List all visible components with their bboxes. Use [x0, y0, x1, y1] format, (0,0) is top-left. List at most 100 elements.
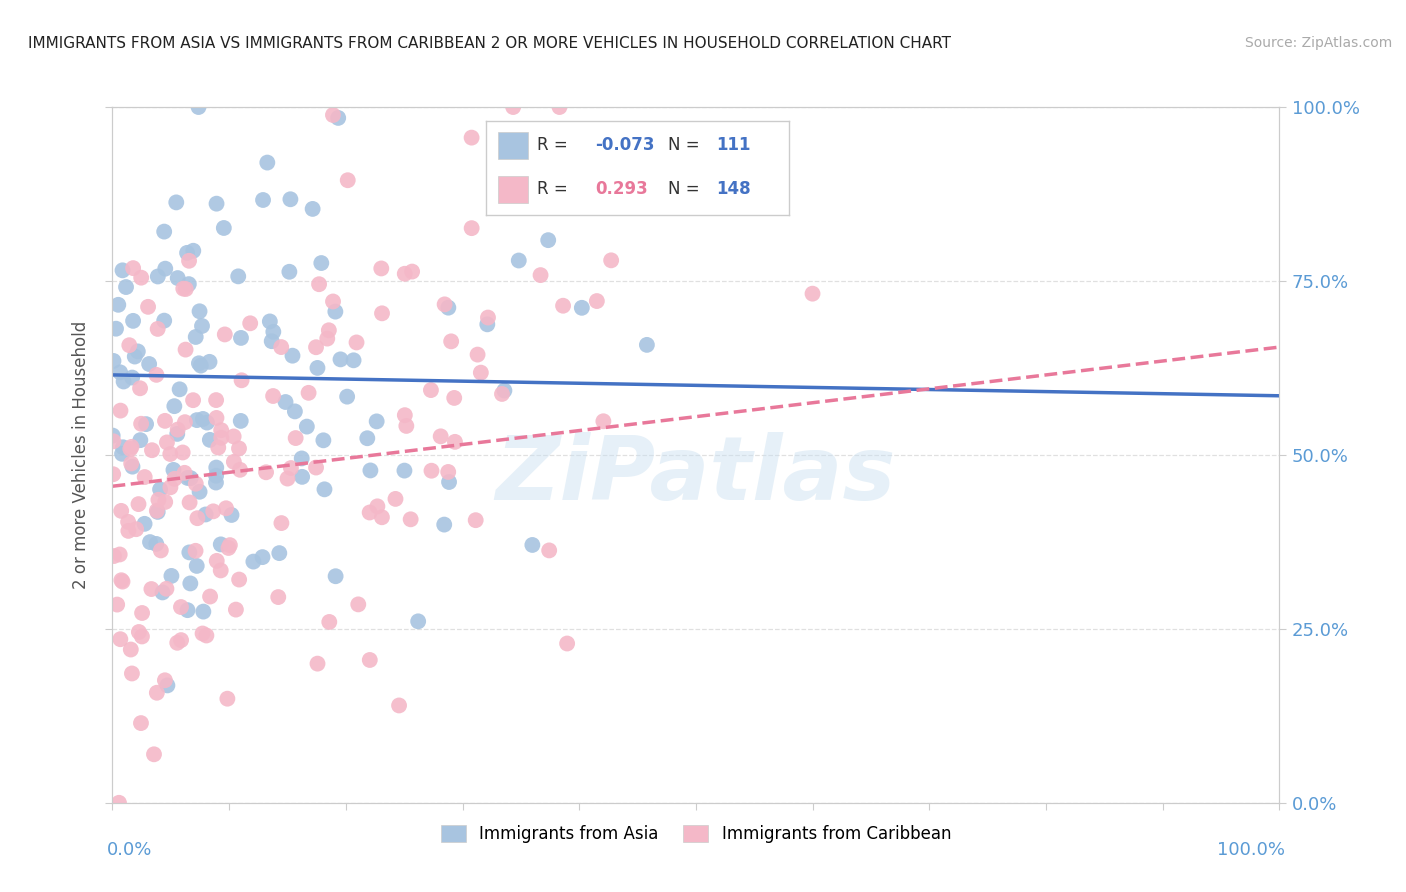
Point	[305, 460, 328, 475]
Point	[477, 318, 499, 332]
Point	[166, 426, 188, 441]
Point	[179, 545, 201, 559]
Point	[346, 335, 368, 350]
Point	[198, 590, 221, 604]
Point	[270, 340, 292, 354]
Point	[165, 195, 187, 210]
Point	[325, 304, 347, 318]
Point	[394, 408, 416, 422]
Point	[419, 383, 441, 397]
Point	[117, 524, 139, 538]
Point	[555, 636, 578, 650]
Point	[270, 516, 292, 530]
Point	[291, 470, 314, 484]
Point	[356, 431, 378, 445]
FancyBboxPatch shape	[498, 132, 529, 159]
Point	[166, 636, 188, 650]
Point	[297, 385, 319, 400]
Point	[336, 173, 359, 187]
Point	[187, 100, 209, 114]
Point	[172, 282, 194, 296]
Point	[215, 501, 238, 516]
Point	[267, 590, 290, 604]
Point	[134, 516, 156, 531]
Point	[146, 686, 169, 700]
Point	[120, 642, 142, 657]
Point	[444, 434, 467, 449]
Point	[141, 443, 163, 458]
Point	[108, 365, 131, 379]
Point	[600, 253, 623, 268]
Point	[399, 512, 422, 526]
Point	[108, 796, 131, 810]
Point	[239, 316, 262, 330]
Point	[149, 483, 172, 497]
Point	[111, 440, 134, 454]
Point	[537, 233, 560, 247]
Point	[305, 340, 328, 354]
Point	[121, 440, 143, 454]
Point	[153, 225, 176, 239]
Point	[229, 414, 252, 428]
Point	[121, 459, 143, 474]
Point	[155, 582, 177, 596]
Point	[110, 632, 132, 647]
Point	[198, 433, 221, 447]
Point	[359, 653, 381, 667]
Point	[301, 202, 323, 216]
Point	[129, 270, 152, 285]
Text: 0.0%: 0.0%	[107, 841, 152, 859]
Point	[284, 431, 307, 445]
Point	[276, 472, 298, 486]
Point	[280, 461, 302, 475]
Point	[307, 657, 329, 671]
Point	[394, 464, 416, 478]
Point	[636, 338, 658, 352]
Point	[460, 221, 482, 235]
Point	[156, 678, 179, 692]
Point	[217, 691, 239, 706]
Point	[269, 546, 291, 560]
Point	[205, 475, 228, 490]
Point	[187, 356, 209, 370]
Point	[342, 353, 364, 368]
Point	[145, 537, 167, 551]
Point	[548, 100, 571, 114]
Point	[153, 673, 176, 688]
Point	[284, 404, 307, 418]
Point	[173, 466, 195, 480]
Point	[467, 348, 489, 362]
Point	[193, 605, 215, 619]
Point	[274, 395, 297, 409]
Point	[155, 495, 177, 509]
Point	[155, 261, 177, 276]
Point	[179, 576, 201, 591]
Point	[174, 282, 197, 296]
Point	[401, 264, 423, 278]
Point	[316, 332, 339, 346]
Point	[262, 389, 284, 403]
Text: ZiPatlas: ZiPatlas	[496, 433, 896, 519]
Y-axis label: 2 or more Vehicles in Household: 2 or more Vehicles in Household	[72, 321, 90, 589]
Point	[128, 625, 150, 640]
Point	[218, 541, 240, 555]
Point	[212, 221, 235, 235]
Point	[347, 598, 370, 612]
Point	[148, 492, 170, 507]
Point	[460, 130, 482, 145]
Point	[184, 476, 207, 491]
Point	[131, 630, 153, 644]
Point	[177, 277, 200, 292]
Point	[111, 263, 134, 277]
Point	[394, 267, 416, 281]
Point	[359, 506, 381, 520]
Point	[252, 550, 274, 565]
Point	[370, 261, 392, 276]
Point	[551, 299, 574, 313]
Point	[177, 253, 200, 268]
Point	[188, 484, 211, 499]
Point	[209, 431, 232, 445]
Point	[149, 543, 172, 558]
Point	[252, 193, 274, 207]
Point	[311, 256, 333, 270]
